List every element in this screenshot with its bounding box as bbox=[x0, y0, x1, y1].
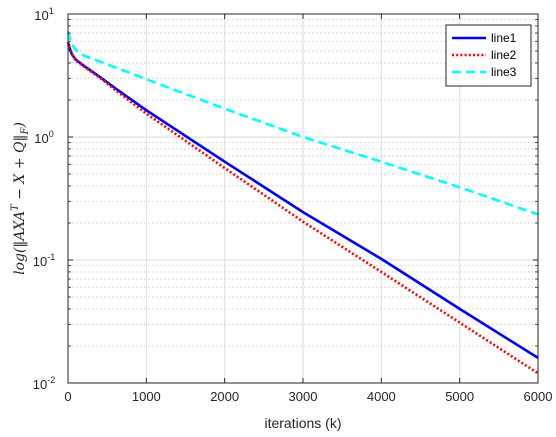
legend-label-line2: line2 bbox=[491, 48, 517, 62]
x-tick-label: 5000 bbox=[445, 389, 474, 404]
y-tick-label: 10-1 bbox=[33, 252, 55, 269]
y-tick-label: 10-2 bbox=[33, 375, 55, 392]
x-tick-label: 2000 bbox=[210, 389, 239, 404]
legend-label-line1: line1 bbox=[491, 31, 517, 45]
y-tick-label: 101 bbox=[34, 6, 53, 23]
series-layer bbox=[66, 31, 539, 375]
x-tick-label: 4000 bbox=[367, 389, 396, 404]
x-tick-label: 0 bbox=[64, 389, 71, 404]
x-tick-label: 1000 bbox=[132, 389, 161, 404]
ticks bbox=[67, 13, 539, 384]
y-axis-label: log(‖AXAT − X + Q‖F) bbox=[10, 122, 31, 275]
legend-box bbox=[445, 24, 532, 87]
series-line-line2 bbox=[66, 41, 539, 375]
y-tick-label: 100 bbox=[34, 129, 53, 146]
x-axis-label: iterations (k) bbox=[264, 415, 341, 431]
x-tick-labels: 0 1000 2000 3000 4000 5000 6000 bbox=[64, 389, 552, 404]
legend: line1 line2 line3 bbox=[445, 24, 532, 87]
x-tick-label: 3000 bbox=[289, 389, 318, 404]
series-line-line3 bbox=[66, 31, 539, 216]
legend-label-line3: line3 bbox=[491, 65, 517, 79]
y-tick-labels: 10-2 10-1 100 101 bbox=[33, 6, 55, 392]
x-tick-label: 6000 bbox=[524, 389, 553, 404]
grid bbox=[68, 14, 538, 383]
